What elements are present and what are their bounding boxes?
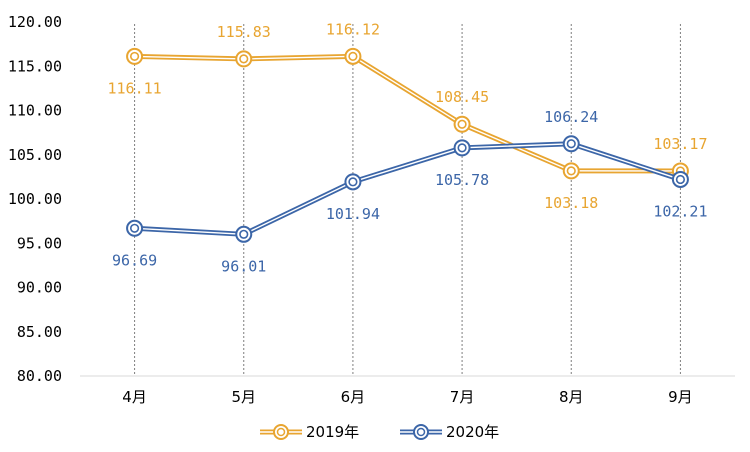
data-point <box>344 173 362 191</box>
series-line-inner <box>134 143 681 236</box>
x-tick-label: 8月 <box>559 388 584 406</box>
data-label: 116.12 <box>326 20 380 38</box>
legend-label: 2020年 <box>446 423 499 441</box>
data-label: 105.78 <box>435 171 489 189</box>
y-tick-label: 110.00 <box>8 102 62 120</box>
data-point <box>562 162 580 180</box>
y-tick-label: 90.00 <box>17 279 62 297</box>
data-label: 96.01 <box>221 257 266 275</box>
data-point <box>126 219 144 237</box>
data-point <box>235 50 253 68</box>
legend-label: 2019年 <box>306 423 359 441</box>
data-point <box>235 225 253 243</box>
data-point <box>453 115 471 133</box>
data-label: 96.69 <box>112 251 157 269</box>
series-1: 96.69 96.01 101.94 105.78 106.24 102.21 <box>112 108 708 276</box>
data-point <box>562 135 580 153</box>
data-label: 103.17 <box>653 135 707 153</box>
data-label: 106.24 <box>544 108 598 126</box>
series-line-inner <box>134 55 681 172</box>
x-tick-label: 6月 <box>341 388 366 406</box>
data-label: 102.21 <box>653 202 707 220</box>
y-tick-label: 100.00 <box>8 190 62 208</box>
y-tick-label: 105.00 <box>8 146 62 164</box>
data-label: 116.11 <box>107 79 161 97</box>
data-point <box>126 47 144 65</box>
data-point <box>344 47 362 65</box>
series-0: 116.11 115.83 116.12 108.45 103.18 103.17 <box>107 20 707 212</box>
y-axis: 80.00 85.00 90.00 95.00 100.00 105.00 110.00 11… <box>8 13 62 385</box>
legend: 2019年 2020年 <box>260 423 499 441</box>
x-tick-label: 5月 <box>231 388 256 406</box>
series-line <box>134 141 682 237</box>
y-tick-label: 80.00 <box>17 367 62 385</box>
legend-item-1: 2020年 <box>400 423 499 441</box>
data-label: 101.94 <box>326 205 380 223</box>
grid-lines <box>134 24 681 376</box>
data-point <box>453 139 471 157</box>
y-tick-label: 115.00 <box>8 57 62 75</box>
x-tick-label: 9月 <box>668 388 693 406</box>
data-label: 108.45 <box>435 88 489 106</box>
legend-item-0: 2019年 <box>260 423 359 441</box>
data-label: 115.83 <box>217 23 271 41</box>
y-tick-label: 85.00 <box>17 323 62 341</box>
x-tick-label: 4月 <box>122 388 147 406</box>
x-axis: 4月 5月 6月 7月 8月 9月 <box>80 375 735 406</box>
y-tick-label: 95.00 <box>17 234 62 252</box>
data-point <box>671 170 689 188</box>
y-tick-label: 120.00 <box>8 13 62 31</box>
data-label: 103.18 <box>544 194 598 212</box>
x-tick-label: 7月 <box>450 388 475 406</box>
